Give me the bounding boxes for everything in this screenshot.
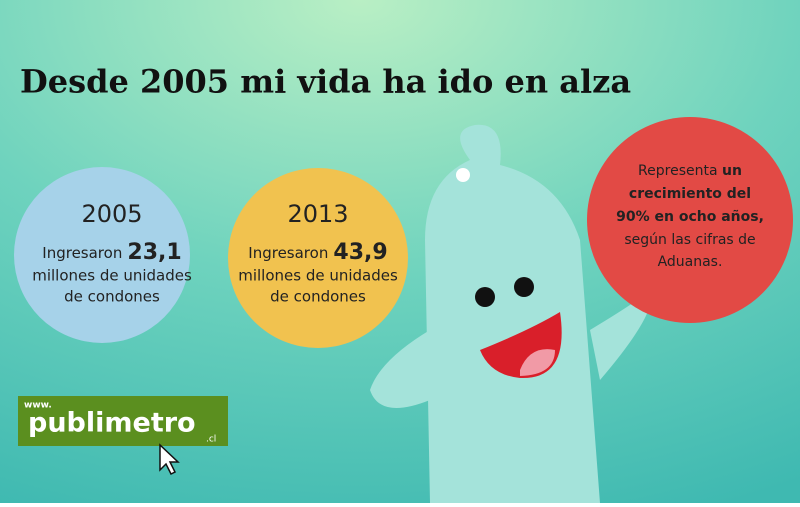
line: según las cifras de	[624, 232, 755, 248]
cursor-icon	[159, 443, 180, 476]
logo-name: publimetro	[28, 408, 196, 439]
logo-prefix: www.	[24, 401, 52, 411]
logo-suffix: .cl	[206, 435, 216, 445]
line: de condones	[64, 288, 160, 306]
amount: 43,9	[333, 240, 387, 265]
circle-2005: 2005 Ingresaron 23,1 millones de unidade…	[14, 167, 192, 343]
year: 2005	[81, 200, 142, 228]
circle-growth: Representa un crecimiento del 90% en och…	[587, 117, 793, 323]
line: Representa un	[638, 163, 742, 179]
intro: Representa	[638, 163, 718, 179]
line: Aduanas.	[658, 254, 723, 270]
bold-text: 90% en ocho años,	[616, 209, 764, 225]
year: 2013	[287, 200, 348, 228]
line: de condones	[270, 288, 366, 306]
line: millones de unidades	[238, 267, 398, 285]
amount: 23,1	[127, 240, 181, 265]
bold-text: crecimiento del	[629, 186, 751, 202]
line: millones de unidades	[32, 267, 192, 285]
amount-line: Ingresaron 43,9	[248, 240, 387, 265]
logo[interactable]: www. publimetro .cl	[18, 396, 228, 476]
verb: Ingresaron	[42, 244, 122, 262]
title: Desde 2005 mi vida ha ido en alza	[20, 63, 631, 101]
character	[370, 124, 652, 503]
circle-2013: 2013 Ingresaron 43,9 millones de unidade…	[228, 168, 408, 348]
bold-text: un	[722, 163, 742, 179]
amount-line: Ingresaron 23,1	[42, 240, 181, 265]
verb: Ingresaron	[248, 244, 328, 262]
